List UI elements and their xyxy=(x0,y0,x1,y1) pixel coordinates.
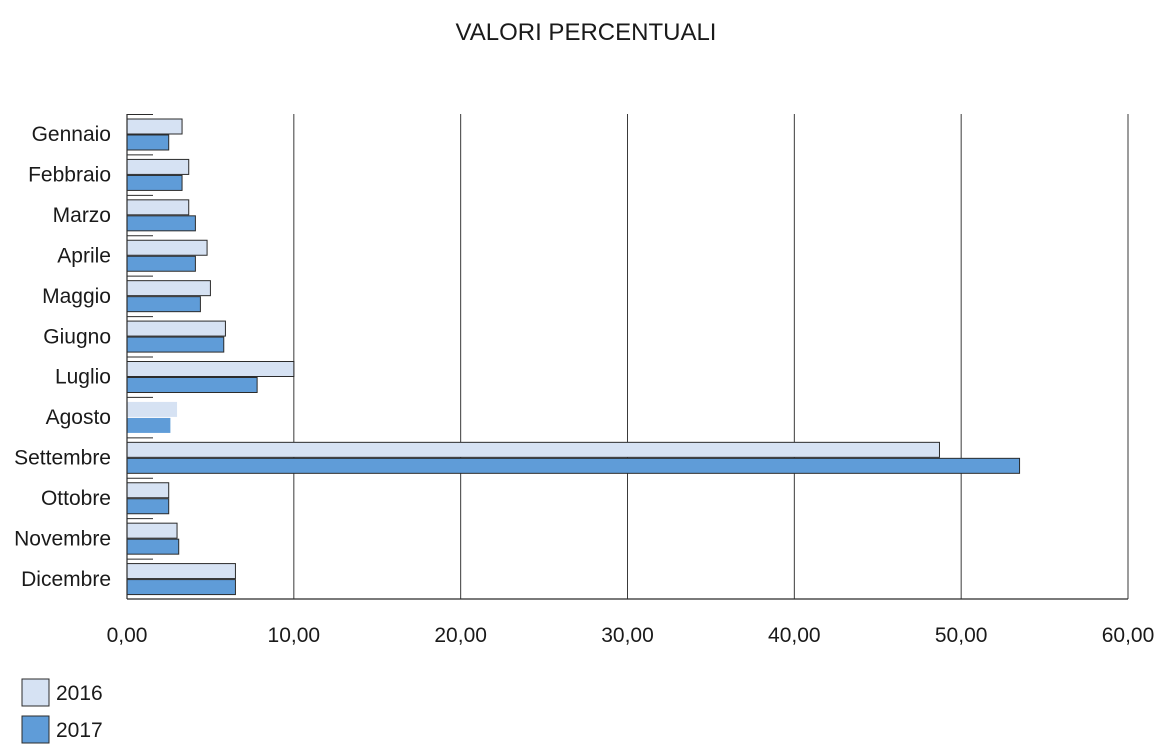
bar-2017-maggio xyxy=(126,296,201,313)
grid-lines xyxy=(293,114,1129,599)
bar-2016-maggio xyxy=(126,280,211,297)
category-label: Maggio xyxy=(42,285,111,308)
x-tick-label: 10,00 xyxy=(268,624,321,647)
bar-2016-gennaio xyxy=(126,118,183,135)
bar-2016-settembre xyxy=(126,441,940,458)
axes xyxy=(126,114,1128,600)
legend-swatch-2016 xyxy=(21,678,50,707)
bar-2017-agosto xyxy=(127,417,171,433)
legend-label-2016: 2016 xyxy=(56,682,103,705)
x-tick-label: 60,00 xyxy=(1102,624,1155,647)
legend: 2016 2017 xyxy=(21,678,103,744)
bar-2016-dicembre xyxy=(126,563,236,580)
category-label: Ottobre xyxy=(41,487,111,510)
category-label: Aprile xyxy=(57,244,111,267)
category-label: Marzo xyxy=(53,204,111,227)
x-tick-labels: 0,00 10,00 20,00 30,00 40,00 50,00 60,00 xyxy=(107,624,1155,647)
bar-2016-marzo xyxy=(126,199,190,216)
category-label: Agosto xyxy=(46,406,111,429)
bar-2017-dicembre xyxy=(126,579,236,596)
bar-2017-novembre xyxy=(126,538,180,555)
bar-2016-novembre xyxy=(126,522,178,539)
bar-2016-aprile xyxy=(126,239,208,256)
chart-title: VALORI PERCENTUALI xyxy=(456,19,717,46)
legend-swatch-2017 xyxy=(21,715,50,744)
category-label: Novembre xyxy=(14,527,111,550)
x-tick-label: 0,00 xyxy=(107,624,148,647)
category-label: Dicembre xyxy=(21,568,111,591)
bar-2017-febbraio xyxy=(126,174,183,191)
bar-2017-settembre xyxy=(126,457,1021,474)
bar-2017-aprile xyxy=(126,255,196,272)
bar-2017-giugno xyxy=(126,336,225,353)
bar-2017-ottobre xyxy=(126,498,170,515)
bar-2016-giugno xyxy=(126,320,226,337)
x-tick-label: 30,00 xyxy=(601,624,654,647)
category-label: Luglio xyxy=(55,366,111,389)
bar-2016-ottobre xyxy=(126,482,170,499)
bars xyxy=(126,118,1021,596)
legend-label-2017: 2017 xyxy=(56,719,103,742)
category-label: Giugno xyxy=(43,325,111,348)
category-labels: Gennaio Febbraio Marzo Aprile Maggio Giugno Lu… xyxy=(14,123,111,591)
x-tick-label: 40,00 xyxy=(768,624,821,647)
bar-2016-luglio xyxy=(126,361,295,377)
bar-2016-agosto xyxy=(127,401,178,417)
x-tick-label: 20,00 xyxy=(434,624,487,647)
bar-2017-gennaio xyxy=(126,134,170,151)
x-tick-label: 50,00 xyxy=(935,624,988,647)
bar-2017-marzo xyxy=(126,215,196,232)
category-label: Gennaio xyxy=(32,123,111,146)
category-label: Febbraio xyxy=(28,164,111,187)
bar-2016-febbraio xyxy=(126,158,190,175)
category-label: Settembre xyxy=(14,447,111,470)
bar-2017-luglio xyxy=(126,377,258,393)
